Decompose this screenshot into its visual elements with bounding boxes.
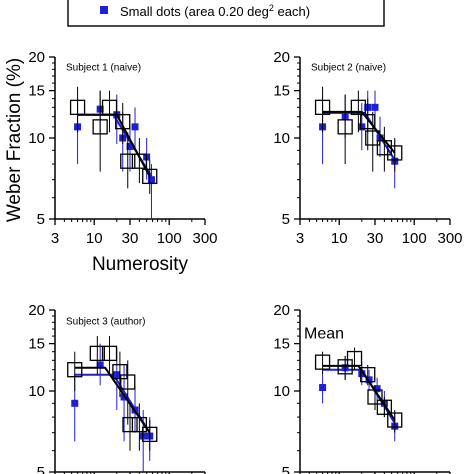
data-point-filled [358,123,366,131]
data-point-open [89,345,105,362]
data-point-open [112,364,128,380]
y-tick-label: 5 [37,464,45,474]
legend-box [67,0,385,27]
data-point-open [120,153,136,169]
data-point-open [376,399,393,415]
data-point-open [360,367,376,383]
data-point-filled [126,142,134,150]
y-tick-label: 15 [28,336,45,353]
y-tick-label: 10 [273,130,290,147]
data-point-filled [358,370,366,378]
data-point-open [115,114,131,130]
legend-superscript: 2 [269,3,274,13]
x-tick-label: 300 [437,230,462,247]
data-point-filled [319,384,327,392]
y-tick-label: 5 [282,464,290,474]
y-tick-label: 10 [273,383,290,400]
data-point-open [314,354,331,370]
data-point-open [376,140,393,156]
data-point-open [101,345,118,362]
panel-1: 20 15 10 53 10 30 100 300 Subject 1 (naive) [28,49,217,247]
data-point-open [122,416,138,433]
data-point-open [365,130,381,146]
y-tick-label: 10 [28,383,45,400]
x-tick-label: 100 [402,230,427,247]
panel-4: 20 15 10 5 Mean [273,302,451,474]
data-point-open [101,99,118,115]
y-tick-label: 15 [28,83,45,100]
data-point-open [387,145,403,161]
data-point-filled [113,371,121,379]
series-open [314,86,403,172]
y-tick-label: 5 [37,211,45,228]
data-point-open [120,374,136,390]
x-tick-label: 300 [192,230,217,247]
x-tick-label: 3 [51,230,59,247]
x-tick-label: 30 [367,230,384,247]
y-tick-label: 20 [28,302,45,319]
data-point-filled [373,385,381,393]
data-point-open [367,389,383,405]
fit-line [77,113,153,177]
legend: Small dots (area 0.20 deg2 each) [67,0,385,27]
data-point-open [337,359,353,375]
y-tick-label: 5 [282,211,290,228]
x-tick-label: 10 [331,230,348,247]
fit-line [322,110,396,154]
svg-text:Small dots (area 0.20 deg2 eac: Small dots (area 0.20 deg2 each) [120,3,310,19]
legend-suffix: each) [274,4,310,19]
series-filled [71,343,154,472]
data-point-open [360,114,376,130]
panel-title: Subject 3 (author) [66,316,146,327]
data-point-filled [71,399,79,407]
data-point-open [131,153,148,169]
x-tick-label: 3 [296,230,304,247]
data-point-open [346,350,363,367]
data-point-open [387,412,403,428]
panel-title: Subject 2 (naive) [311,62,386,73]
data-point-filled [365,376,373,384]
data-point-open [131,416,148,433]
data-point-filled [371,103,379,111]
data-point-open [92,119,108,135]
data-point-open [314,99,331,115]
series-open [67,336,158,451]
data-point-filled [147,176,155,184]
data-point-open [67,362,83,378]
x-tick-label: 100 [157,230,182,247]
series-open [69,86,158,194]
fit-line [74,366,151,434]
fit-line [74,373,151,434]
data-point-filled [131,123,139,131]
x-axis-label: Numerosity [92,254,189,275]
data-point-open [142,426,158,443]
panel-title: Subject 1 (naive) [66,62,141,73]
y-tick-label: 15 [273,336,290,353]
data-point-open [142,168,158,185]
y-tick-label: 10 [28,130,45,147]
series-filled [319,355,399,442]
y-tick-label: 15 [273,83,290,100]
x-tick-label: 30 [122,230,139,247]
y-axis-label: Weber Fraction (%) [4,58,25,222]
y-tick-label: 20 [273,49,290,66]
x-tick-label: 10 [86,230,103,247]
y-tick-label: 20 [28,49,45,66]
data-point-filled [96,361,104,369]
y-tick-label: 20 [273,302,290,319]
data-point-open [69,99,86,115]
panel-title: Mean [304,325,344,342]
data-point-open [350,99,367,115]
legend-marker [100,6,108,14]
data-point-open [337,119,353,135]
panel-3: 20 15 10 5 Subject 3 (author) [28,302,206,474]
legend-label: Small dots (area 0.20 deg [120,4,269,19]
series-open [314,347,403,433]
panel-2: 20 15 10 53 10 30 100 300 Subject 2 (naive) [273,49,462,247]
